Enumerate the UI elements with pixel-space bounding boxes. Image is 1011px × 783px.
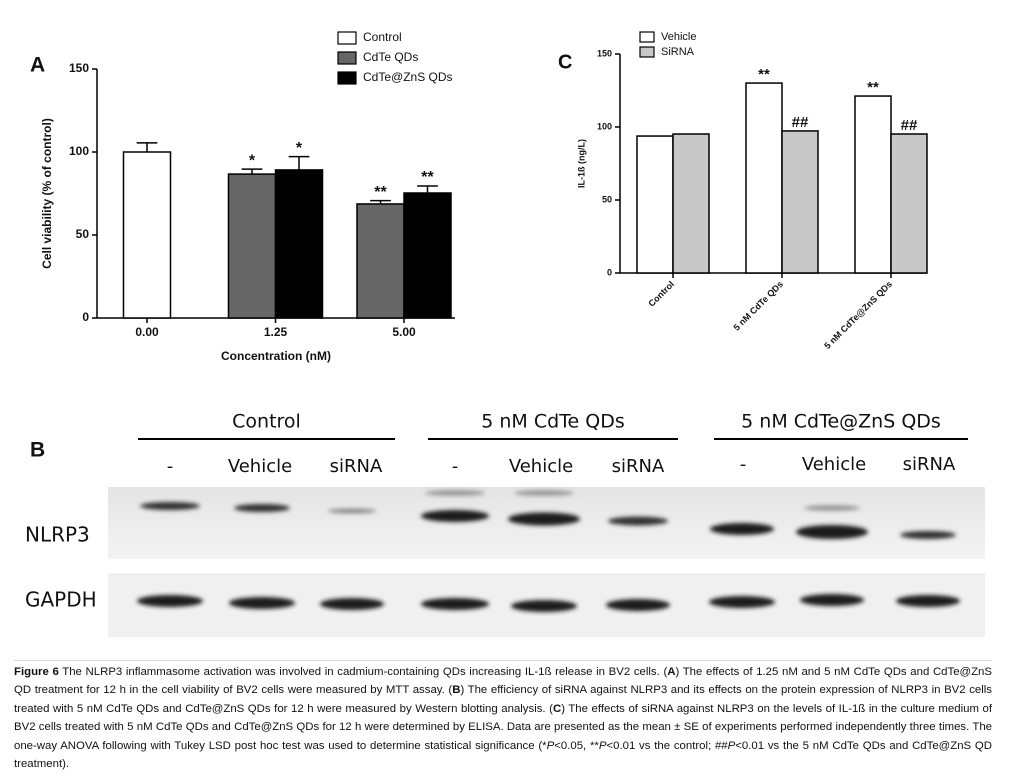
y-axis-label: Cell viability (% of control)	[40, 118, 54, 269]
group-label: Control	[232, 411, 301, 433]
lane-label: -	[452, 456, 459, 477]
lane-label: siRNA	[330, 456, 383, 477]
legend-label: CdTe@ZnS QDs	[363, 70, 453, 84]
error-bar	[136, 142, 158, 152]
lane-label: -	[167, 456, 174, 477]
bar	[890, 133, 928, 274]
lane-label: Vehicle	[509, 456, 573, 477]
group-label: 5 nM CdTe@ZnS QDs	[741, 411, 941, 433]
caption-text: <0.05, **	[554, 739, 599, 752]
legend-label: Vehicle	[661, 31, 696, 43]
bar	[781, 130, 819, 274]
x-tick-label: 5 nM CdTe@ZnS QDs	[822, 279, 894, 351]
significance-label: **	[758, 66, 770, 83]
lane-label: -	[740, 454, 747, 475]
y-tick-label: 50	[602, 194, 612, 204]
caption-text: <0.01 vs the control; ##	[606, 739, 728, 752]
bar	[854, 95, 892, 274]
bar	[745, 82, 783, 274]
caption-text: ) The efficiency of siRNA against NLRP3 …	[14, 684, 992, 715]
bar	[403, 192, 452, 319]
significance-label: ##	[792, 114, 809, 131]
row-label: NLRP3	[25, 523, 90, 547]
caption-text: ) The effects of siRNA against NLRP3 on …	[14, 702, 992, 752]
figure-graphics: B Control - Vehicle siRNA 5 nM CdTe QDs - Vehic…	[25, 30, 985, 637]
figure-caption: Figure 6 The NLRP3 inflammasome activati…	[14, 660, 992, 773]
bar	[672, 133, 710, 274]
y-tick-label: 0	[82, 310, 89, 324]
legend-label: CdTe QDs	[363, 50, 418, 64]
bar	[274, 169, 324, 319]
lane-label: Vehicle	[802, 454, 866, 475]
bar	[227, 173, 277, 319]
panel-letter: A	[30, 54, 45, 77]
y-tick-label: 150	[69, 61, 89, 75]
caption-italic: P	[546, 739, 555, 752]
x-tick-label: 5.00	[392, 325, 416, 339]
x-tick-label: Control	[646, 279, 676, 309]
x-tick-label: 1.25	[264, 325, 288, 339]
error-bar	[241, 168, 263, 175]
legend-swatch	[639, 31, 655, 43]
legend-swatch	[639, 46, 655, 58]
group-label: 5 nM CdTe QDs	[481, 411, 625, 433]
legend-swatch	[337, 31, 357, 45]
significance-label: *	[296, 140, 303, 157]
caption-panel: C	[552, 702, 562, 715]
panel-letter: B	[30, 439, 45, 462]
caption-text: The NLRP3 inflammasome activation was in…	[58, 666, 668, 678]
significance-label: **	[867, 79, 879, 96]
caption-text: <0.01 vs the 5 nM CdTe QDs and CdTe@ZnS …	[14, 739, 992, 771]
bar	[636, 135, 674, 274]
bar	[356, 203, 405, 319]
significance-label: **	[374, 184, 387, 201]
x-tick-label: 5 nM CdTe QDs	[731, 279, 785, 333]
panel-letter: C	[558, 51, 572, 73]
y-tick-label: 50	[76, 227, 90, 241]
y-tick-label: 150	[597, 48, 612, 58]
lane-label: siRNA	[612, 456, 665, 477]
row-label: GAPDH	[25, 588, 97, 612]
error-bar	[288, 155, 310, 170]
x-tick-label: 0.00	[135, 325, 159, 339]
y-tick-label: 100	[69, 144, 89, 158]
lane-label: Vehicle	[228, 456, 292, 477]
caption-italic: P	[727, 739, 736, 752]
y-tick-label: 100	[597, 121, 612, 131]
y-tick-label: 0	[607, 267, 612, 277]
legend-label: SiRNA	[661, 46, 695, 58]
caption-italic: P	[598, 739, 607, 752]
significance-label: **	[421, 169, 434, 186]
significance-label: *	[249, 152, 256, 169]
caption-panel: B	[452, 684, 461, 697]
legend-swatch	[337, 51, 357, 65]
error-bar	[370, 199, 391, 204]
lane-label: siRNA	[903, 454, 956, 475]
legend-label: Control	[363, 30, 402, 44]
bar	[122, 151, 172, 319]
blot-labels: B Control - Vehicle siRNA 5 nM CdTe QDs - Vehic…	[25, 411, 968, 612]
blot-bands	[137, 490, 960, 612]
significance-label: ##	[901, 117, 918, 134]
caption-panel: A	[667, 666, 676, 678]
y-axis-label: IL-1ß (ng/L)	[576, 139, 586, 188]
legend-swatch	[337, 71, 357, 85]
caption-label: Figure 6	[14, 666, 59, 678]
x-axis-label: Concentration (nM)	[221, 349, 331, 363]
error-bar	[417, 185, 438, 194]
caption-text: ) The effects of 1.25 nM and 5 nM CdTe Q…	[14, 666, 992, 697]
